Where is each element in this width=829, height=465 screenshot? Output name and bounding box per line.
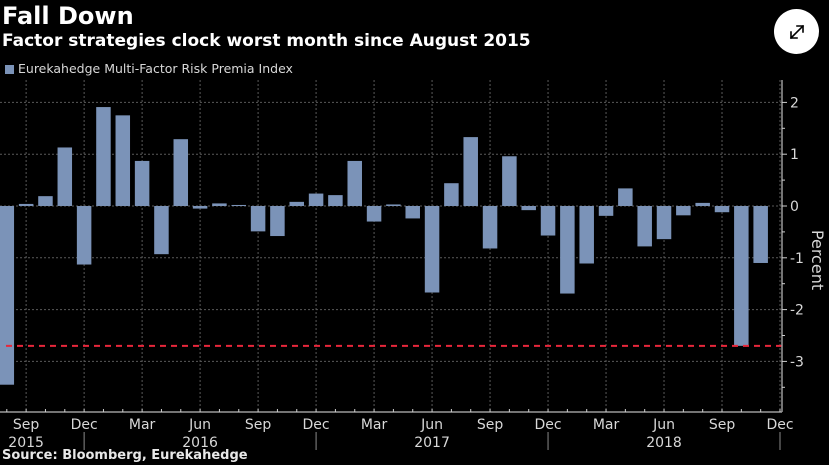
bar-oct-2018 <box>734 206 749 346</box>
x-tick-label: Sep <box>245 417 272 433</box>
legend: Eurekahedge Multi-Factor Risk Premia Ind… <box>5 61 293 77</box>
bar-may-2016 <box>173 139 189 206</box>
bar-apr-2017 <box>386 204 401 206</box>
y-axis-title: Percent <box>808 230 827 290</box>
grid <box>0 80 782 412</box>
bar-jul-2016 <box>212 203 227 206</box>
bar-jan-2018 <box>560 206 575 294</box>
bar-nov-2016 <box>289 201 304 206</box>
x-year-label: 2015 <box>8 435 44 451</box>
bar-apr-2018 <box>618 188 633 206</box>
bars <box>0 107 768 385</box>
bar-aug-2018 <box>695 202 710 206</box>
x-tick-label: Sep <box>709 417 736 433</box>
bar-mar-2017 <box>366 206 382 222</box>
bar-oct-2016 <box>270 206 285 237</box>
bar-apr-2016 <box>154 206 169 255</box>
x-tick-label: Jun <box>420 417 443 433</box>
y-tick-label: 1 <box>790 147 799 163</box>
bar-aug-2016 <box>231 204 247 206</box>
bar-mar-2016 <box>134 160 150 206</box>
x-tick-label: Mar <box>593 417 620 433</box>
legend-swatch <box>5 64 14 74</box>
bar-sep-2016 <box>250 206 266 232</box>
bar-jul-2017 <box>444 183 459 206</box>
x-tick-label: Sep <box>13 417 40 433</box>
source-note: Source: Bloomberg, Eurekahedge <box>2 448 248 463</box>
bar-nov-2018 <box>753 206 768 263</box>
bar-sep-2015 <box>18 203 34 206</box>
bar-aug-2017 <box>463 137 478 206</box>
y-tick-label: -1 <box>790 251 804 267</box>
bar-may-2018 <box>637 206 652 247</box>
x-year-label: 2016 <box>182 435 218 451</box>
bar-sep-2017 <box>482 206 498 249</box>
bar-oct-2017 <box>502 156 517 206</box>
x-tick-label: Mar <box>129 417 156 433</box>
bar-jun-2017 <box>424 206 440 293</box>
x-tick-label: Mar <box>361 417 388 433</box>
legend-label: Eurekahedge Multi-Factor Risk Premia Ind… <box>18 61 293 76</box>
expand-arrows-icon <box>789 24 804 39</box>
x-tick-label: Dec <box>71 417 98 433</box>
bar-dec-2015 <box>76 206 92 265</box>
x-tick-label: Sep <box>477 417 504 433</box>
bar-feb-2018 <box>579 206 594 264</box>
y-tick-label: -3 <box>790 354 804 370</box>
y-tick-label: 2 <box>790 95 799 111</box>
bar-feb-2016 <box>115 115 131 206</box>
bar-sep-2018 <box>714 206 730 213</box>
bar-jan-2017 <box>328 195 343 206</box>
bar-jan-2016 <box>96 107 111 206</box>
x-tick-label: Dec <box>534 417 561 433</box>
chart-subtitle: Factor strategies clock worst month sinc… <box>2 31 531 51</box>
bar-oct-2015 <box>38 196 53 206</box>
bar-dec-2017 <box>540 206 556 236</box>
bar-nov-2017 <box>521 206 536 211</box>
bar-jun-2016 <box>192 206 208 209</box>
x-year-label: 2018 <box>646 435 682 451</box>
axes: 2 1 0 -1 -2 -3 Sep 2015 Dec Mar Jun 2016 Sep Dec Mar Ju… <box>0 80 804 451</box>
x-tick-label: Dec <box>303 417 330 433</box>
y-tick-label: 0 <box>790 199 799 215</box>
x-tick-label: Jun <box>188 417 211 433</box>
bar-mar-2018 <box>598 206 614 216</box>
bar-aug-2015 <box>0 206 15 385</box>
expand-button[interactable] <box>774 9 819 54</box>
x-tick-label: Jun <box>652 417 675 433</box>
chart-title: Fall Down <box>2 2 134 30</box>
x-year-label: 2017 <box>414 435 450 451</box>
bar-jun-2018 <box>656 206 672 240</box>
bar-dec-2016 <box>308 193 324 206</box>
y-tick-label: -2 <box>790 303 804 319</box>
bar-jul-2018 <box>676 206 691 216</box>
x-tick-label: Dec <box>766 417 793 433</box>
bar-nov-2015 <box>57 147 73 206</box>
bar-feb-2017 <box>347 160 362 206</box>
bar-may-2017 <box>405 206 420 219</box>
